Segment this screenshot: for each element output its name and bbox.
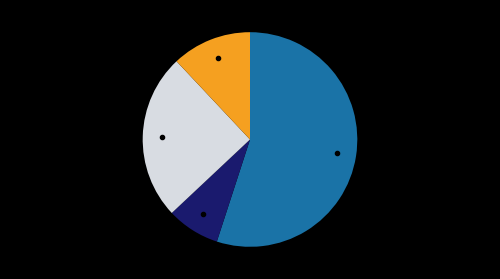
Wedge shape (176, 32, 250, 140)
Wedge shape (142, 61, 250, 213)
Wedge shape (217, 32, 358, 247)
Wedge shape (172, 140, 250, 242)
